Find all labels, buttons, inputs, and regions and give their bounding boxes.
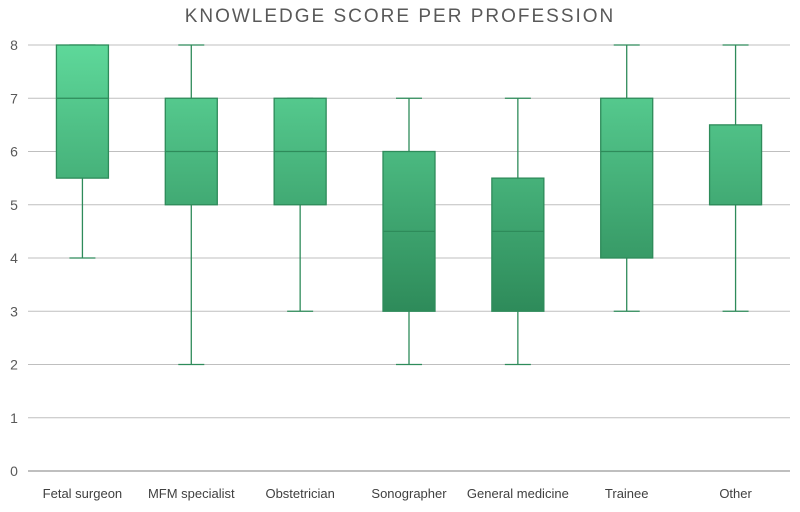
- box-2: [164, 44, 218, 366]
- chart-title: KNOWLEDGE SCORE PER PROFESSION: [184, 6, 616, 27]
- iqr-box: [491, 177, 545, 312]
- iqr-box: [55, 44, 110, 179]
- y-tick-label: 5: [10, 197, 18, 213]
- iqr-box: [708, 124, 763, 206]
- y-tick-label: 7: [10, 90, 18, 106]
- box-6: [600, 44, 654, 312]
- category-label: General medicine: [467, 486, 569, 501]
- category-label: Fetal surgeon: [43, 486, 123, 501]
- y-tick-label: 2: [10, 357, 18, 373]
- category-label: Sonographer: [371, 486, 447, 501]
- y-tick-label: 8: [10, 37, 18, 53]
- box-4: [382, 97, 436, 366]
- category-label: Trainee: [605, 486, 649, 501]
- category-label: Obstetrician: [265, 486, 334, 501]
- box-7: [708, 44, 763, 312]
- category-label: MFM specialist: [148, 486, 235, 501]
- y-tick-label: 4: [10, 250, 18, 266]
- y-tick-label: 6: [10, 144, 18, 160]
- category-label: Other: [719, 486, 752, 501]
- y-axis-tick-labels: 0 1 2 3 4 5 6 7 8: [10, 37, 18, 479]
- y-tick-label: 0: [10, 463, 18, 479]
- iqr-box: [600, 97, 654, 259]
- y-tick-label: 3: [10, 303, 18, 319]
- y-tick-label: 1: [10, 410, 18, 426]
- box-5: [491, 97, 545, 366]
- box-1: [55, 44, 110, 259]
- box-series: [55, 44, 763, 366]
- box-3: [273, 97, 327, 312]
- x-axis-category-labels: Fetal surgeon MFM specialist Obstetrician S…: [43, 486, 753, 501]
